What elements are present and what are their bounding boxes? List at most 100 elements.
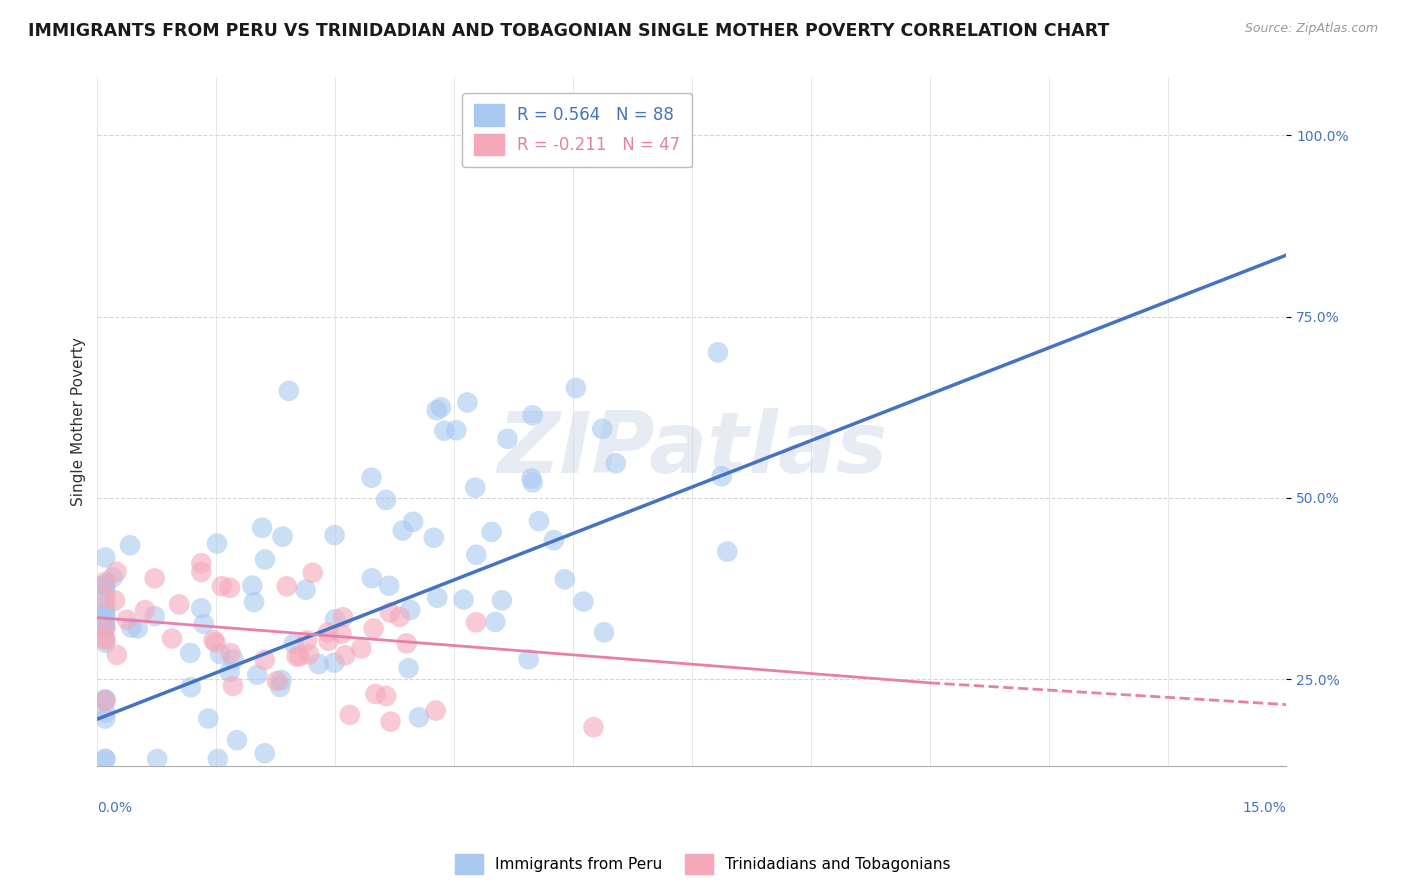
Text: 0.0%: 0.0% — [97, 801, 132, 814]
Point — [430, 401, 453, 415]
Point — [350, 641, 373, 656]
Point — [481, 524, 503, 539]
Point — [522, 409, 544, 423]
Point — [211, 579, 233, 593]
Point — [716, 544, 738, 558]
Point — [207, 752, 229, 766]
Point — [565, 381, 588, 395]
Point — [332, 610, 354, 624]
Point — [335, 648, 357, 663]
Point — [363, 622, 385, 636]
Point — [593, 625, 616, 640]
Point — [318, 633, 340, 648]
Point — [246, 667, 269, 681]
Point — [94, 617, 117, 632]
Point — [323, 528, 346, 542]
Point — [484, 615, 506, 629]
Point — [204, 635, 226, 649]
Point — [456, 395, 478, 409]
Point — [266, 674, 288, 689]
Point — [360, 470, 382, 484]
Point — [323, 612, 346, 626]
Point — [378, 606, 401, 620]
Point — [253, 747, 276, 761]
Point — [707, 345, 730, 359]
Y-axis label: Single Mother Poverty: Single Mother Poverty — [72, 337, 86, 507]
Point — [605, 456, 627, 470]
Point — [120, 538, 142, 552]
Point — [167, 598, 190, 612]
Point — [425, 704, 447, 718]
Point — [94, 608, 117, 623]
Point — [294, 582, 316, 597]
Point — [202, 633, 225, 648]
Point — [554, 572, 576, 586]
Point — [330, 627, 353, 641]
Point — [94, 577, 117, 591]
Point — [190, 601, 212, 615]
Point — [527, 514, 550, 528]
Point — [423, 531, 446, 545]
Point — [380, 714, 402, 729]
Text: ZIPatlas: ZIPatlas — [496, 408, 887, 491]
Point — [94, 621, 117, 635]
Point — [276, 579, 298, 593]
Point — [190, 556, 212, 570]
Point — [295, 633, 318, 648]
Point — [94, 611, 117, 625]
Point — [94, 752, 117, 766]
Text: IMMIGRANTS FROM PERU VS TRINIDADIAN AND TOBAGONIAN SINGLE MOTHER POVERTY CORRELA: IMMIGRANTS FROM PERU VS TRINIDADIAN AND … — [28, 22, 1109, 40]
Point — [496, 432, 519, 446]
Point — [710, 469, 733, 483]
Point — [94, 579, 117, 593]
Point — [180, 680, 202, 694]
Legend: R = 0.564   N = 88, R = -0.211   N = 47: R = 0.564 N = 88, R = -0.211 N = 47 — [463, 93, 692, 167]
Point — [94, 692, 117, 706]
Point — [94, 636, 117, 650]
Point — [520, 471, 543, 485]
Point — [218, 665, 240, 679]
Point — [197, 712, 219, 726]
Point — [364, 687, 387, 701]
Point — [94, 574, 117, 589]
Point — [378, 579, 401, 593]
Point — [453, 592, 475, 607]
Point — [426, 591, 449, 605]
Text: Source: ZipAtlas.com: Source: ZipAtlas.com — [1244, 22, 1378, 36]
Point — [209, 647, 232, 661]
Point — [269, 680, 291, 694]
Point — [105, 648, 128, 662]
Point — [517, 652, 540, 666]
Point — [375, 689, 398, 703]
Point — [143, 609, 166, 624]
Point — [179, 646, 201, 660]
Point — [226, 733, 249, 747]
Point — [285, 649, 308, 664]
Point — [205, 536, 228, 550]
Point — [395, 636, 418, 650]
Point — [250, 521, 273, 535]
Point — [301, 566, 323, 580]
Point — [94, 621, 117, 635]
Point — [582, 720, 605, 734]
Point — [94, 599, 117, 614]
Point — [465, 548, 488, 562]
Point — [193, 616, 215, 631]
Point — [465, 615, 488, 630]
Point — [283, 637, 305, 651]
Point — [160, 632, 183, 646]
Point — [240, 579, 263, 593]
Point — [219, 581, 242, 595]
Point — [94, 752, 117, 766]
Point — [143, 571, 166, 585]
Point — [94, 693, 117, 707]
Point — [572, 594, 595, 608]
Legend: Immigrants from Peru, Trinidadians and Tobagonians: Immigrants from Peru, Trinidadians and T… — [450, 848, 956, 880]
Point — [94, 632, 117, 646]
Point — [543, 533, 565, 548]
Point — [522, 475, 544, 490]
Point — [402, 515, 425, 529]
Point — [323, 656, 346, 670]
Point — [391, 524, 413, 538]
Point — [288, 649, 311, 664]
